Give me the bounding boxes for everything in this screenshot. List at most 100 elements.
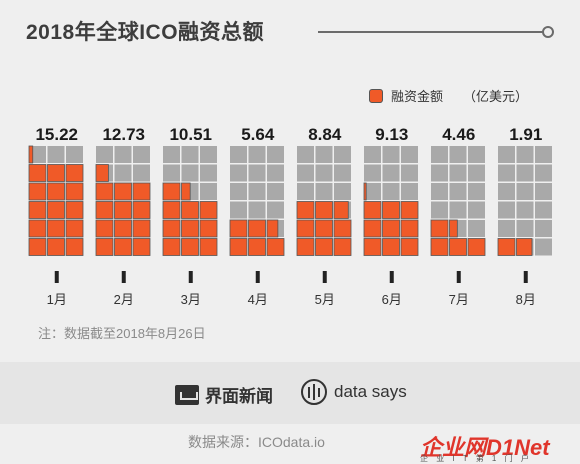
empty-cell [66,146,83,163]
empty-cell [516,183,534,200]
watermark: 企业网D1Net [420,435,550,460]
empty-cell [516,164,534,182]
filled-cell [229,219,248,238]
filled-cell [199,238,218,256]
footnote: 注：数据截至2018年8月26日 [38,326,206,341]
filled-cell [114,201,132,219]
filled-cell [181,219,199,238]
filled-cell [47,201,65,219]
empty-cell [334,146,351,163]
filled-cell [114,238,132,256]
filled-cell [497,238,516,256]
filled-cell [315,219,333,238]
empty-cell [315,146,333,163]
value-label: 9.13 [375,125,408,144]
empty-cell [47,146,65,163]
month-label: 8月 [516,292,536,307]
empty-cell [535,164,552,182]
filled-cell [248,238,266,256]
filled-cell [28,238,47,256]
filled-cell [400,219,419,238]
filled-cell [47,238,65,256]
month-tick [322,271,327,283]
empty-cell [364,164,381,182]
empty-cell [133,164,150,182]
empty-cell [382,183,400,200]
month-tick [121,271,126,283]
empty-cell [431,146,448,163]
filled-cell [181,238,199,256]
filled-cell [162,219,181,238]
empty-cell [267,201,284,219]
filled-cell [162,182,181,201]
filled-cell [315,201,333,219]
footer-bar [0,362,580,424]
filled-cell [449,219,458,238]
filled-cell [181,201,199,219]
empty-cell [516,220,534,237]
empty-cell [230,201,247,219]
empty-cell [364,146,381,163]
empty-cell [230,183,247,200]
title-end-circle [542,26,554,38]
empty-cell [267,164,284,182]
value-label: 10.51 [169,125,212,144]
empty-cell [449,183,467,200]
filled-cell [266,219,279,238]
legend-unit: （亿美元） [463,89,529,104]
filled-cell [28,219,47,238]
filled-cell [95,238,114,256]
brand-jiemian: 界面新闻 [175,382,273,407]
filled-cell [95,219,114,238]
filled-cell [296,238,315,256]
filled-cell [95,164,109,182]
empty-cell [516,201,534,219]
empty-cell [230,146,247,163]
filled-cell [162,201,181,219]
filled-cell [114,219,132,238]
filled-cell [199,201,218,219]
filled-cell [248,219,266,238]
empty-cell [535,238,552,256]
month-label: 4月 [248,292,268,307]
empty-cell [114,146,132,163]
filled-cell [266,238,285,256]
empty-cell [133,146,150,163]
chart-title: 2018年全球ICO融资总额 [26,21,265,44]
filled-cell [229,238,248,256]
filled-cell [65,219,84,238]
legend-swatch [369,88,383,103]
filled-cell [363,182,367,201]
filled-cell [28,182,47,201]
month-label: 6月 [382,292,402,307]
empty-cell [431,183,448,200]
empty-cell [334,183,351,200]
brand-datasays: data says [300,378,407,406]
empty-cell [382,146,400,163]
empty-cell [248,201,266,219]
empty-cell [297,146,314,163]
filled-cell [162,238,181,256]
filled-cell [47,164,65,182]
month-tick [54,271,59,283]
empty-cell [516,146,534,163]
filled-cell [430,219,449,238]
empty-cell [248,146,266,163]
month-label: 5月 [315,292,335,307]
empty-cell [498,201,515,219]
value-label: 8.84 [308,125,342,144]
empty-cell [114,164,132,182]
filled-cell [363,238,382,256]
jiemian-logo-icon [175,384,199,405]
legend: 融资金额 （亿美元） [369,86,528,105]
empty-cell [163,146,180,163]
empty-cell [535,201,552,219]
legend-label: 融资金额 [391,89,444,104]
filled-cell [382,238,400,256]
filled-cell [199,219,218,238]
month-tick [523,271,528,283]
empty-cell [498,164,515,182]
empty-cell [498,183,515,200]
data-source: 数据来源：ICOdata.io [188,434,325,450]
month-tick [456,271,461,283]
